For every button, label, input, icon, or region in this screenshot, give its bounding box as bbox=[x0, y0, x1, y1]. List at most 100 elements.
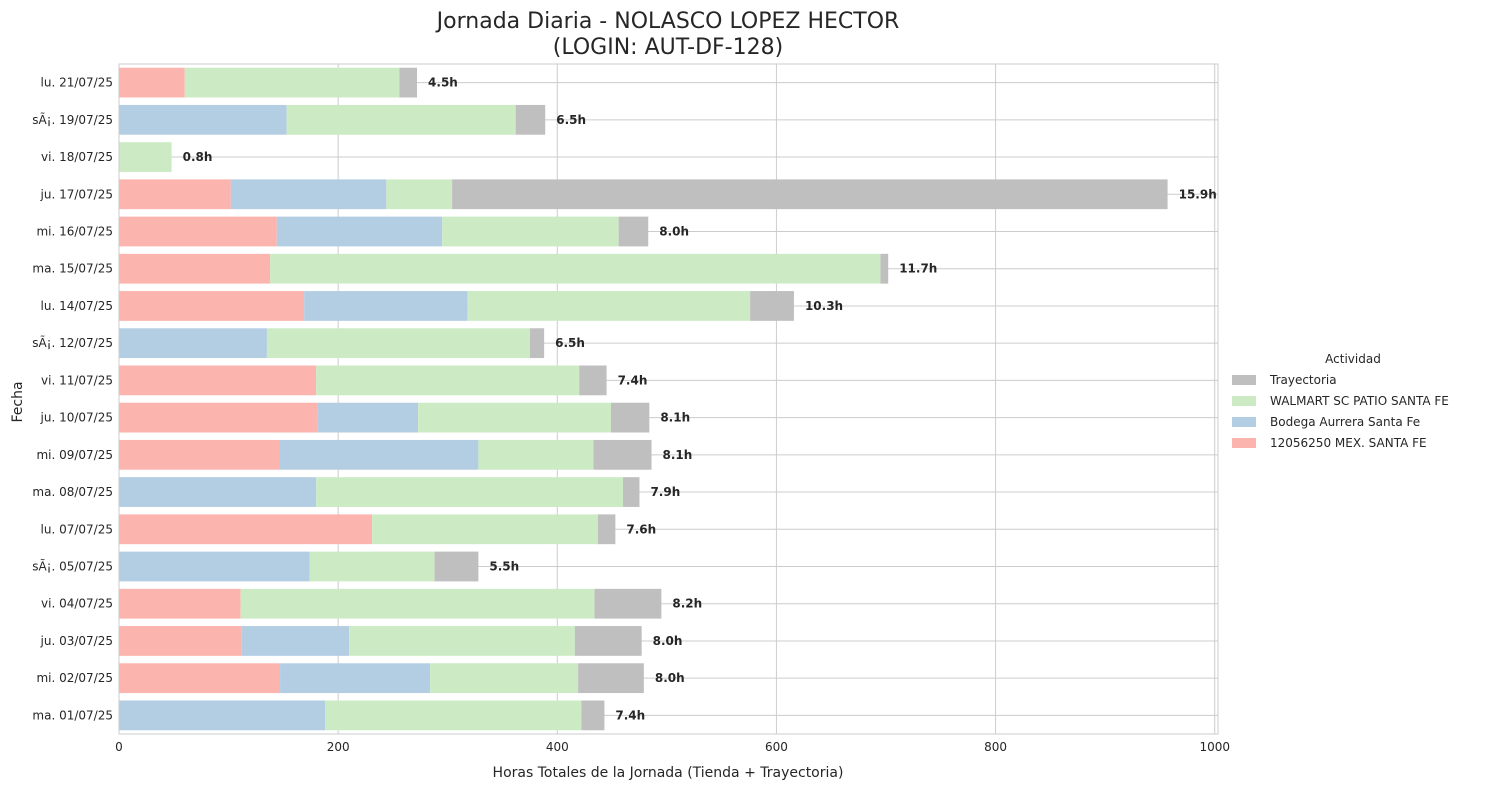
bar-total-label: 11.7h bbox=[899, 262, 937, 276]
bar-segment bbox=[280, 663, 431, 694]
bar-segment bbox=[119, 291, 305, 321]
bar-segment bbox=[119, 365, 317, 396]
bar-segment bbox=[574, 626, 642, 656]
legend: Actividad Trayectoria WALMART SC PATIO SA… bbox=[1232, 352, 1449, 450]
plot-frame bbox=[118, 63, 1219, 735]
y-tick-label: mi. 02/07/25 bbox=[36, 671, 113, 685]
bar-total-label: 5.5h bbox=[489, 560, 519, 574]
y-tick-label: ju. 03/07/25 bbox=[40, 634, 113, 648]
y-tick-label: ju. 10/07/25 bbox=[40, 411, 113, 425]
y-tick-label: ma. 15/07/25 bbox=[32, 262, 113, 276]
y-tick-label: lu. 21/07/25 bbox=[41, 76, 113, 90]
bar-segment bbox=[119, 663, 281, 694]
bar-segment bbox=[230, 179, 387, 210]
y-tick-label: ma. 08/07/25 bbox=[32, 485, 113, 499]
y-tick-label: vi. 04/07/25 bbox=[41, 597, 113, 611]
bar-segment bbox=[452, 179, 1168, 210]
bar-segment bbox=[430, 663, 579, 694]
bar-segment bbox=[578, 663, 644, 694]
x-tick-label: 800 bbox=[984, 740, 1007, 754]
y-tick-label: ma. 01/07/25 bbox=[32, 708, 113, 722]
bar-segment bbox=[316, 477, 624, 507]
bar-segment bbox=[119, 588, 241, 619]
bar-segment bbox=[119, 402, 318, 433]
bar-total-label: 6.5h bbox=[555, 336, 585, 350]
bar-total-label: 7.4h bbox=[618, 373, 648, 387]
bar-segment bbox=[399, 67, 418, 98]
bar-segment bbox=[594, 588, 662, 619]
y-tick-label: sÃ¡. 05/07/25 bbox=[32, 559, 113, 574]
bar-total-label: 7.9h bbox=[650, 485, 680, 499]
legend-entry: 12056250 MEX. SANTA FE bbox=[1270, 436, 1427, 450]
bar-segment bbox=[418, 402, 611, 433]
bar-segment bbox=[119, 179, 231, 210]
bar-segment bbox=[119, 253, 271, 284]
bar-total-label: 10.3h bbox=[805, 299, 843, 313]
bar-total-label: 8.0h bbox=[653, 634, 683, 648]
bar-segment bbox=[119, 551, 310, 582]
bar-segment bbox=[119, 626, 242, 656]
legend-title: Actividad bbox=[1325, 352, 1381, 366]
bar-segment bbox=[278, 439, 479, 470]
bar-segment bbox=[309, 551, 435, 582]
bar-segment bbox=[442, 216, 619, 247]
chart-title-line2: (LOGIN: AUT-DF-128) bbox=[553, 35, 783, 60]
y-tick-label: lu. 07/07/25 bbox=[41, 522, 113, 536]
bar-segment bbox=[478, 439, 594, 470]
legend-entry: Bodega Aurrera Santa Fe bbox=[1270, 415, 1420, 429]
bar-segment bbox=[270, 253, 881, 284]
ticks-layer: 0 200 400 600 800 1000 lu. 21/07/25 sÃ¡. 19/07/… bbox=[32, 76, 1230, 754]
bar-total-label: 4.5h bbox=[428, 76, 458, 90]
bar-segment bbox=[241, 626, 350, 656]
bar-segment bbox=[434, 551, 479, 582]
bar-segment bbox=[610, 402, 650, 433]
bar-total-label: 7.4h bbox=[615, 708, 645, 722]
y-axis-label: Fecha bbox=[10, 381, 26, 422]
bar-total-label: 6.5h bbox=[556, 113, 586, 127]
y-tick-label: sÃ¡. 12/07/25 bbox=[32, 335, 113, 350]
legend-swatch bbox=[1232, 417, 1256, 427]
y-tick-label: mi. 16/07/25 bbox=[36, 225, 113, 239]
bar-segment bbox=[579, 365, 607, 396]
bar-segment bbox=[286, 104, 516, 135]
bar-total-label: 8.0h bbox=[655, 671, 685, 685]
bar-segment bbox=[119, 477, 317, 507]
bars-layer bbox=[119, 67, 1168, 731]
bar-segment bbox=[581, 700, 605, 731]
bar-segment bbox=[593, 439, 652, 470]
bar-segment bbox=[349, 626, 575, 656]
bar-segment bbox=[623, 477, 640, 507]
bar-segment bbox=[317, 402, 419, 433]
x-tick-label: 0 bbox=[115, 740, 123, 754]
y-tick-label: sÃ¡. 19/07/25 bbox=[32, 112, 113, 127]
bar-segment bbox=[372, 514, 598, 545]
legend-swatch bbox=[1232, 396, 1256, 406]
total-labels-layer: 4.5h 6.5h 0.8h 15.9h 8.0h 11.7h 10.3h 6.5h 7.4h 8… bbox=[183, 76, 1217, 723]
bar-segment bbox=[119, 67, 185, 98]
bar-total-label: 7.6h bbox=[626, 522, 656, 536]
bar-segment bbox=[467, 291, 751, 321]
y-tick-label: vi. 18/07/25 bbox=[41, 150, 113, 164]
legend-entry: WALMART SC PATIO SANTA FE bbox=[1270, 394, 1449, 408]
x-tick-label: 200 bbox=[327, 740, 350, 754]
bar-segment bbox=[240, 588, 595, 619]
x-tick-label: 1000 bbox=[1199, 740, 1230, 754]
bar-segment bbox=[304, 291, 468, 321]
bar-total-label: 8.0h bbox=[659, 225, 689, 239]
bar-segment bbox=[119, 142, 172, 172]
bar-segment bbox=[618, 216, 649, 247]
bar-segment bbox=[515, 104, 546, 135]
bar-segment bbox=[750, 291, 794, 321]
bar-total-label: 8.1h bbox=[663, 448, 693, 462]
legend-swatch bbox=[1232, 438, 1256, 448]
y-tick-label: mi. 09/07/25 bbox=[36, 448, 113, 462]
bar-segment bbox=[386, 179, 453, 210]
bar-segment bbox=[324, 700, 582, 731]
legend-entry: Trayectoria bbox=[1269, 373, 1337, 387]
bar-segment bbox=[119, 328, 267, 359]
bar-segment bbox=[119, 104, 287, 135]
bar-segment bbox=[529, 328, 545, 359]
bar-segment bbox=[316, 365, 580, 396]
